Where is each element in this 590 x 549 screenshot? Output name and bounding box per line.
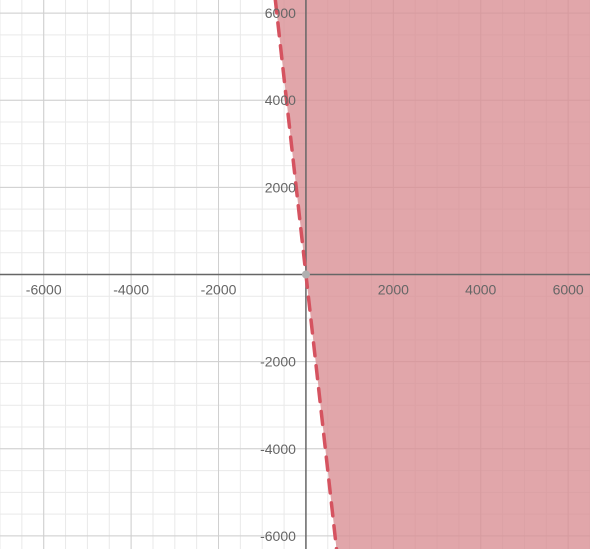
x-tick-label: -6000 <box>26 282 62 298</box>
y-tick-label: 2000 <box>265 179 296 195</box>
plot-svg: -6000 -4000 -2000 2000 4000 6000 -6000 -4000 -20… <box>0 0 590 549</box>
y-tick-label: -2000 <box>260 354 296 370</box>
inequality-chart: -6000 -4000 -2000 2000 4000 6000 -6000 -4000 -20… <box>0 0 590 549</box>
y-tick-label: 4000 <box>265 92 296 108</box>
x-tick-label: -2000 <box>201 282 237 298</box>
y-tick-label: 6000 <box>265 5 296 21</box>
x-tick-label: 2000 <box>378 282 409 298</box>
y-tick-label: -6000 <box>260 528 296 544</box>
x-tick-label: 6000 <box>553 282 584 298</box>
x-tick-label: 4000 <box>465 282 496 298</box>
x-tick-label: -4000 <box>113 282 149 298</box>
y-tick-label: -4000 <box>260 441 296 457</box>
